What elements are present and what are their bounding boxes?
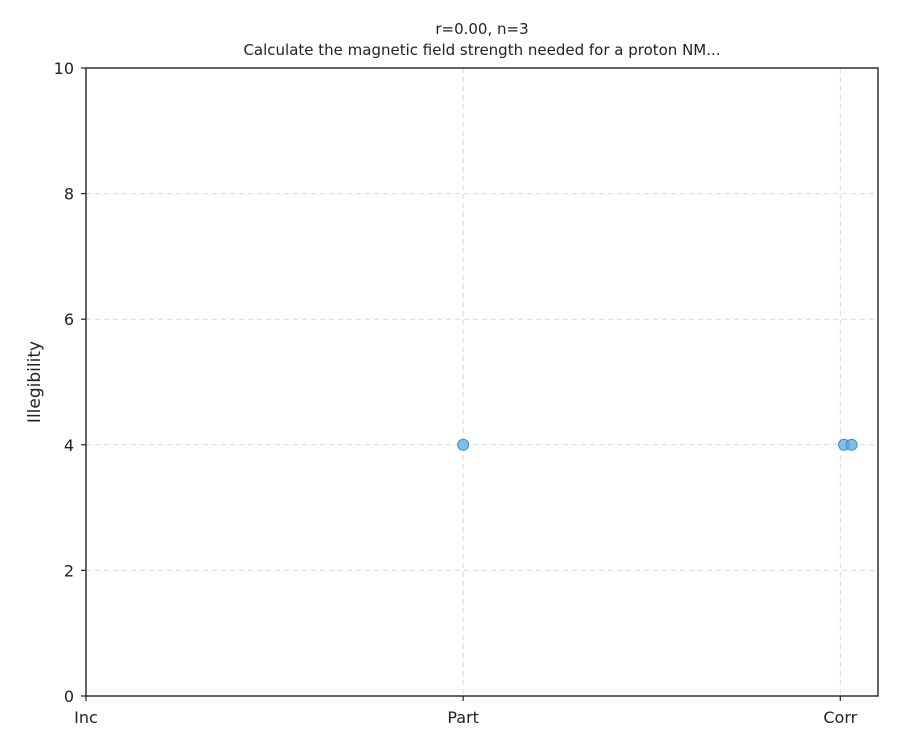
y-tick-label: 2	[64, 561, 74, 580]
x-tick-label: Part	[447, 708, 479, 727]
y-tick-label: 4	[64, 436, 74, 455]
y-tick-label: 0	[64, 687, 74, 706]
axis-ticks: 0 2 4 6 8 10 Inc Part Corr	[54, 59, 858, 727]
data-point	[845, 438, 858, 451]
y-axis-label: Illegibility	[25, 341, 45, 423]
grid-lines	[86, 67, 878, 697]
y-tick-label: 6	[64, 310, 74, 329]
chart-subtitle: Calculate the magnetic field strength ne…	[243, 41, 720, 59]
x-tick-label: Corr	[823, 708, 857, 727]
y-tick-label: 8	[64, 185, 74, 204]
x-tick-label: Inc	[74, 708, 98, 727]
chart-title: r=0.00, n=3	[435, 20, 528, 38]
plot-area-frame	[85, 67, 879, 697]
y-tick-label: 10	[54, 59, 74, 78]
data-point	[457, 438, 470, 451]
data-points	[457, 438, 858, 451]
